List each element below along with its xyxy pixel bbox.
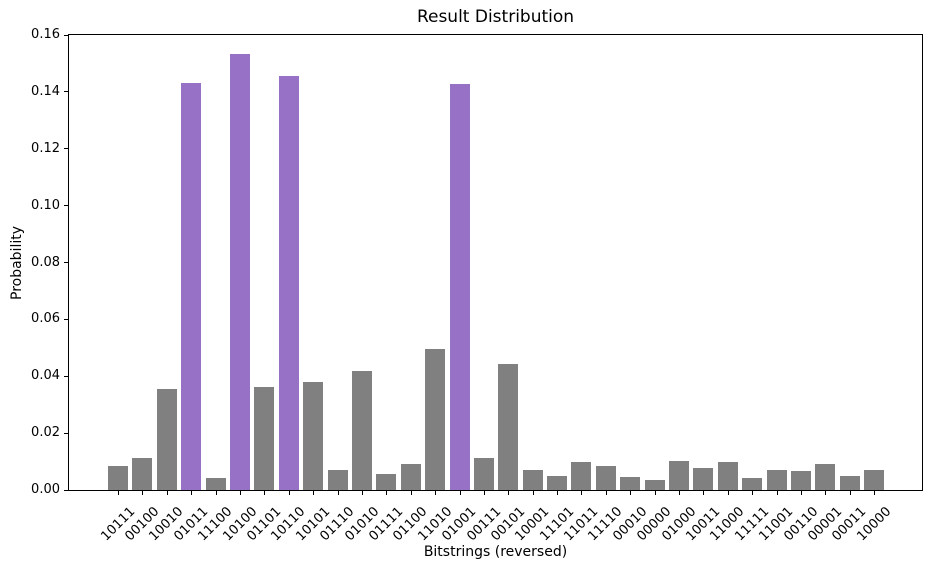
x-tick-mark xyxy=(118,491,119,495)
x-axis-label: Bitstrings (reversed) xyxy=(423,544,568,560)
y-tick-label: 0.14 xyxy=(31,83,60,99)
bar xyxy=(400,464,421,490)
y-tick-mark xyxy=(64,262,68,263)
y-tick-label: 0.08 xyxy=(31,254,60,270)
x-tick-mark xyxy=(483,491,485,495)
x-tick-mark xyxy=(264,491,266,495)
y-tick-mark xyxy=(64,432,68,434)
bar-highlighted xyxy=(181,82,202,490)
y-tick-mark xyxy=(64,205,68,207)
x-tick-mark xyxy=(727,491,729,495)
y-tick-label: 0.02 xyxy=(31,425,60,441)
bar xyxy=(864,470,885,490)
bar xyxy=(156,389,177,490)
bar xyxy=(522,470,543,490)
x-tick-mark xyxy=(459,491,461,495)
plot-area: 10111 00100 10010 01011 11100 10100 01101 10110… xyxy=(31,27,923,544)
bar xyxy=(254,387,275,490)
y-tick-label: 0.10 xyxy=(31,197,60,213)
bar xyxy=(742,478,763,490)
bar xyxy=(815,463,836,490)
x-tick-mark xyxy=(337,491,339,495)
bar xyxy=(669,461,689,490)
x-tick-mark xyxy=(386,491,388,495)
y-tick-mark xyxy=(64,34,68,36)
bar xyxy=(644,480,665,490)
bar xyxy=(351,371,372,490)
x-tick-mark xyxy=(605,491,607,495)
bar xyxy=(498,364,519,490)
bar xyxy=(376,473,397,490)
x-tick-mark xyxy=(239,491,241,495)
x-tick-mark xyxy=(288,491,290,495)
x-tick-mark xyxy=(142,491,144,495)
chart-title: Result Distribution xyxy=(416,7,575,27)
bar xyxy=(473,457,494,490)
y-tick-mark xyxy=(64,375,68,377)
y-tick-label: 0.06 xyxy=(31,311,60,327)
bar xyxy=(303,381,324,490)
bar xyxy=(693,467,714,490)
y-tick-label: 0.12 xyxy=(31,140,60,156)
bar xyxy=(766,470,787,490)
x-tick-mark xyxy=(752,491,754,495)
x-tick-mark xyxy=(825,491,827,495)
bar-highlighted xyxy=(449,83,470,490)
y-tick-mark xyxy=(64,318,68,320)
bar xyxy=(571,461,592,490)
bar xyxy=(620,477,641,490)
x-tick-mark xyxy=(313,491,315,495)
x-tick-mark xyxy=(410,491,412,495)
x-tick-mark xyxy=(532,491,534,495)
x-tick-mark xyxy=(849,491,851,495)
bar xyxy=(717,461,738,490)
x-tick-mark xyxy=(435,491,437,495)
y-tick-label: 0.00 xyxy=(31,482,60,497)
x-tick-mark xyxy=(191,491,193,495)
bar xyxy=(327,470,348,490)
bar xyxy=(425,348,446,490)
x-tick-mark xyxy=(874,491,876,495)
bar xyxy=(839,475,860,490)
x-tick-mark xyxy=(654,491,656,495)
x-tick-mark xyxy=(679,491,680,495)
y-tick-mark xyxy=(64,91,68,93)
x-tick-mark xyxy=(800,491,802,495)
bar-highlighted xyxy=(278,75,299,490)
y-tick-mark xyxy=(64,489,68,491)
bar xyxy=(132,457,153,490)
x-tick-mark xyxy=(166,491,168,495)
y-tick-mark xyxy=(64,148,68,150)
bar xyxy=(108,465,128,490)
y-tick-label: 0.04 xyxy=(31,368,60,384)
x-tick-mark xyxy=(508,491,510,495)
x-tick-mark xyxy=(581,491,583,495)
x-tick-mark xyxy=(557,491,558,495)
x-tick-mark xyxy=(703,491,705,495)
x-tick-mark xyxy=(215,491,217,495)
bar xyxy=(790,470,811,490)
bar-highlighted xyxy=(229,53,250,490)
x-tick-mark xyxy=(361,491,363,495)
bar xyxy=(547,475,567,490)
y-tick-label: 0.16 xyxy=(31,27,60,42)
bar xyxy=(205,478,226,490)
x-tick-mark xyxy=(776,491,778,495)
bar xyxy=(595,465,616,490)
x-tick-mark xyxy=(630,491,632,495)
